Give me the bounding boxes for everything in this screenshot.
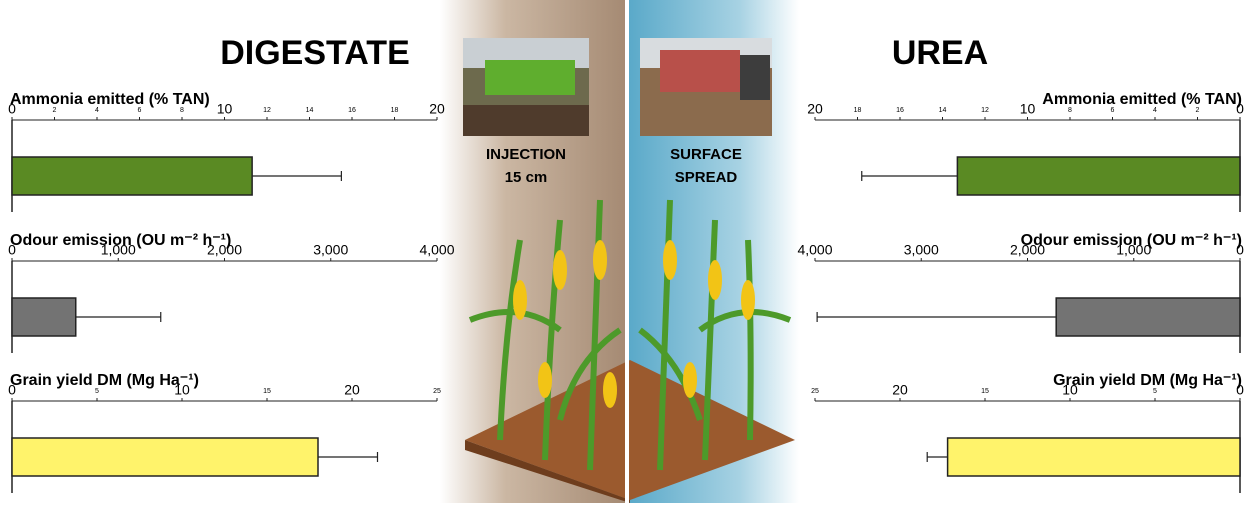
x-tick-label: 16: [896, 107, 904, 114]
x-tick-label: 5: [95, 388, 99, 395]
chart-title: Grain yield DM (Mg Ha⁻¹): [1053, 372, 1242, 389]
x-tick-label: 20: [429, 101, 445, 117]
x-tick-label: 8: [180, 107, 184, 114]
bar: [1055, 297, 1241, 337]
x-tick-label: 0: [1236, 101, 1244, 117]
bar: [11, 297, 77, 337]
x-tick-label: 0: [1236, 382, 1244, 398]
x-tick-label: 8: [1068, 107, 1072, 114]
x-tick-label: 10: [174, 382, 190, 398]
x-tick-label: 10: [1062, 382, 1078, 398]
x-tick-label: 0: [1236, 242, 1244, 258]
bar: [11, 156, 253, 196]
x-tick-label: 15: [981, 388, 989, 395]
x-tick-label: 16: [348, 107, 356, 114]
x-tick-label: 4: [1153, 107, 1157, 114]
x-tick-label: 25: [811, 388, 819, 395]
method-label: INJECTION: [486, 146, 566, 163]
x-tick-label: 14: [306, 107, 314, 114]
x-tick-label: 10: [1020, 101, 1036, 117]
x-tick-label: 20: [344, 382, 360, 398]
chart-title: Odour emission (OU m⁻² h⁻¹): [1021, 232, 1242, 249]
left-heading: DIGESTATE: [220, 34, 410, 72]
x-tick-label: 0: [8, 382, 16, 398]
method-label: 15 cm: [505, 169, 548, 186]
x-tick-label: 12: [981, 107, 989, 114]
x-tick-label: 2,000: [207, 242, 242, 258]
center-illustration: [440, 0, 799, 503]
method-label: SURFACE: [670, 146, 742, 163]
x-tick-label: 1,000: [1116, 242, 1151, 258]
x-tick-label: 4,000: [419, 242, 454, 258]
x-tick-label: 6: [138, 107, 142, 114]
x-tick-label: 18: [854, 107, 862, 114]
bar: [11, 437, 319, 477]
x-tick-label: 2: [53, 107, 57, 114]
x-tick-label: 20: [807, 101, 823, 117]
x-tick-label: 2: [1196, 107, 1200, 114]
chart-title: Grain yield DM (Mg Ha⁻¹): [10, 372, 199, 389]
x-tick-label: 25: [433, 388, 441, 395]
x-tick-label: 20: [892, 382, 908, 398]
x-tick-label: 3,000: [904, 242, 939, 258]
x-tick-label: 14: [939, 107, 947, 114]
x-tick-label: 5: [1153, 388, 1157, 395]
x-tick-label: 15: [263, 388, 271, 395]
x-tick-label: 10: [217, 101, 233, 117]
x-tick-label: 1,000: [101, 242, 136, 258]
chart-title: Ammonia emitted (% TAN): [10, 91, 210, 108]
x-tick-label: 4,000: [797, 242, 832, 258]
x-tick-label: 0: [8, 242, 16, 258]
x-tick-label: 2,000: [1010, 242, 1045, 258]
bar: [946, 437, 1241, 477]
x-tick-label: 4: [95, 107, 99, 114]
x-tick-label: 6: [1111, 107, 1115, 114]
x-tick-label: 18: [391, 107, 399, 114]
chart-title: Odour emission (OU m⁻² h⁻¹): [10, 232, 231, 249]
x-tick-label: 3,000: [313, 242, 348, 258]
chart-title: Ammonia emitted (% TAN): [1042, 91, 1242, 108]
method-label: SPREAD: [675, 169, 738, 186]
right-heading: UREA: [892, 34, 988, 72]
x-tick-label: 12: [263, 107, 271, 114]
x-tick-label: 0: [8, 101, 16, 117]
bar: [956, 156, 1241, 196]
